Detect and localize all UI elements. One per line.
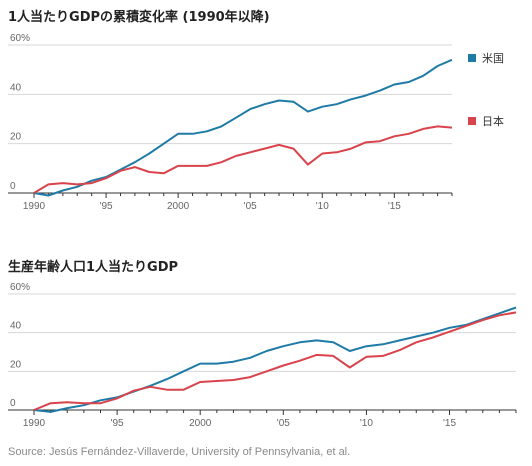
legend-label: 日本 [482, 114, 504, 128]
legend-label: 米国 [482, 52, 504, 65]
x-tick-label: '15 [443, 418, 456, 429]
y-tick-label: 20 [10, 359, 22, 370]
y-tick-label: 60% [10, 282, 30, 293]
y-unit-label: % [21, 33, 30, 44]
x-tick-label: 1990 [23, 418, 46, 429]
y-tick-label: 20 [10, 132, 22, 143]
x-tick-label: '10 [316, 201, 329, 212]
chart-title-cumulative: 1人当たりGDPの累積変化率 (1990年以降) [8, 10, 270, 25]
y-tick-label: 40 [10, 82, 22, 93]
x-tick-label: 1990 [23, 201, 46, 212]
x-tick-label: '95 [100, 201, 113, 212]
x-tick-label: '95 [111, 418, 124, 429]
x-tick-label: '05 [244, 201, 257, 212]
legend-swatch [468, 117, 476, 125]
chart-working-age-gdp: 60% 40 20 0 1990 '95 2000 '05 '10 '15 [8, 282, 517, 429]
series-line-us [33, 58, 453, 197]
source-note: Source: Jesús Fernández-Villaverde, Univ… [8, 446, 351, 458]
y-unit-label: % [21, 282, 30, 293]
x-tick-label: 2000 [189, 418, 212, 429]
series-line-japan [33, 311, 517, 411]
legend-swatch [468, 54, 476, 62]
y-tick-label: 0 [10, 181, 16, 192]
chart-title-working-age: 生産年齢人口1人当たりGDP [8, 260, 179, 275]
x-tick-label: '05 [277, 418, 290, 429]
series-line-us [33, 306, 517, 413]
y-tick-label: 0 [10, 398, 16, 409]
y-tick-label: 60% [10, 33, 30, 44]
x-tick-label: '10 [360, 418, 373, 429]
x-tick-label: 2000 [167, 201, 190, 212]
y-tick-label: 40 [10, 321, 22, 332]
x-tick-label: '15 [388, 201, 401, 212]
series-line-japan [33, 125, 453, 194]
